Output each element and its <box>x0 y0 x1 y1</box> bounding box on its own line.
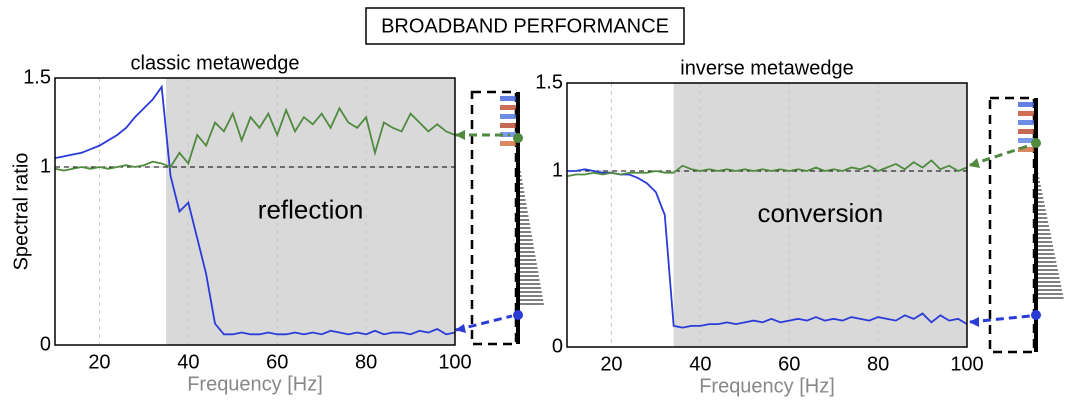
title-box <box>365 7 685 45</box>
y-tick-label: 1.5 <box>535 71 563 93</box>
stripe <box>1018 102 1034 107</box>
sensor-dot <box>1031 310 1041 320</box>
sensor-dot <box>513 310 523 320</box>
stripe <box>1018 138 1034 143</box>
sensor-dot <box>1031 138 1041 148</box>
stripe <box>1018 111 1034 116</box>
blue-arrow <box>969 314 1031 324</box>
device-stripes <box>1018 102 1064 299</box>
stripe <box>1018 147 1034 152</box>
x-tick-label: 60 <box>266 351 288 373</box>
data-line <box>566 159 968 178</box>
data-line <box>54 84 456 336</box>
chart-title: inverse metawedge <box>680 57 853 79</box>
stripe <box>1018 129 1034 134</box>
arrowhead <box>969 317 979 327</box>
chart: 20 40 60 80 100 0 1 1.5 inverse metawedge Frequen… <box>535 57 984 397</box>
device-stripes <box>500 96 544 305</box>
x-tick-label: 20 <box>600 353 622 375</box>
y-tick-label: 0 <box>552 335 563 357</box>
x-axis-label: Frequency [Hz] <box>699 375 835 397</box>
x-tick-label: 40 <box>689 353 711 375</box>
x-axis-label: Frequency [Hz] <box>187 373 323 395</box>
stripe <box>500 141 516 146</box>
y-axis-label: Spectral ratio <box>10 153 32 271</box>
arrowhead <box>455 130 465 140</box>
shaded-region <box>673 83 967 347</box>
plot-frame <box>54 77 456 346</box>
y-tick-label: 1.5 <box>23 66 51 88</box>
stripe <box>500 123 516 128</box>
x-tick-label: 80 <box>867 353 889 375</box>
x-tick-label: 40 <box>177 351 199 373</box>
x-tick-label: 20 <box>88 351 110 373</box>
figure-title: BROADBAND PERFORMANCE <box>381 15 669 37</box>
sensor-dot <box>513 133 523 143</box>
x-tick-label: 100 <box>438 351 471 373</box>
chart: 20 40 60 80 100 0 1 1.5 classic metawedge Frequen… <box>10 52 471 395</box>
plot-frame <box>566 82 968 348</box>
green-arrow <box>969 144 1029 167</box>
arrowhead <box>455 324 466 333</box>
annotation: reflection <box>258 194 364 224</box>
blue-arrow <box>455 314 513 332</box>
arrowhead <box>969 158 980 168</box>
device-frame <box>988 96 1036 354</box>
stripe <box>500 114 516 119</box>
chart-title: classic metawedge <box>131 52 300 74</box>
x-tick-label: 60 <box>778 353 800 375</box>
annotation: conversion <box>757 198 883 228</box>
stripe <box>500 105 516 110</box>
wedge-device-left <box>455 90 544 346</box>
wedge-device-right <box>969 96 1064 354</box>
stripe <box>1018 120 1034 125</box>
stripe <box>500 96 516 101</box>
data-line <box>54 106 456 172</box>
data-line <box>567 168 968 329</box>
y-tick-label: 0 <box>40 333 51 355</box>
y-tick-label: 1 <box>552 159 563 181</box>
x-tick-label: 100 <box>950 353 983 375</box>
device-frame <box>470 90 518 346</box>
y-tick-label: 1 <box>40 155 51 177</box>
x-tick-label: 80 <box>355 351 377 373</box>
